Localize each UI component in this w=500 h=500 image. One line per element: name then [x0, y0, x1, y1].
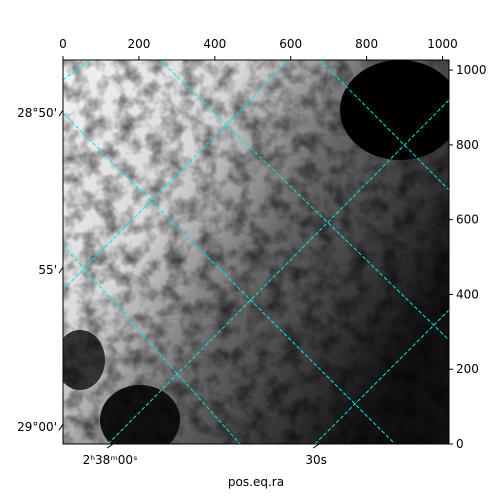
- ra-tick: [312, 443, 320, 449]
- x-tick-label: 200: [127, 37, 150, 51]
- axes-frame: [62, 59, 450, 445]
- ra-tick-label: 30s: [305, 453, 327, 467]
- x-tick-label: 800: [355, 37, 378, 51]
- dec-tick-label: 55': [38, 263, 57, 277]
- sky-image: [63, 60, 449, 444]
- y-tick-label: 600: [456, 213, 479, 227]
- y-tick-label: 200: [456, 362, 479, 376]
- dec-tick-label: 28°50': [17, 106, 57, 120]
- dec-tick: [58, 266, 64, 274]
- x-tick-label: 400: [203, 37, 226, 51]
- x-tick-label: 0: [59, 37, 67, 51]
- y-tick-label: 800: [456, 138, 479, 152]
- y-tick-label: 1000: [456, 63, 487, 77]
- x-axis-label: pos.eq.ra: [228, 475, 284, 489]
- dec-tick: [58, 423, 64, 431]
- y-tick-label: 400: [456, 287, 479, 301]
- x-tick-label: 600: [279, 37, 302, 51]
- y-tick-label: 0: [456, 437, 464, 451]
- ra-tick-label: 2ʰ38ᵐ00ˢ: [83, 453, 138, 467]
- dec-tick-label: 29°00': [17, 420, 57, 434]
- dec-tick: [58, 109, 64, 117]
- x-tick-label: 1000: [427, 37, 458, 51]
- ra-tick: [106, 443, 114, 449]
